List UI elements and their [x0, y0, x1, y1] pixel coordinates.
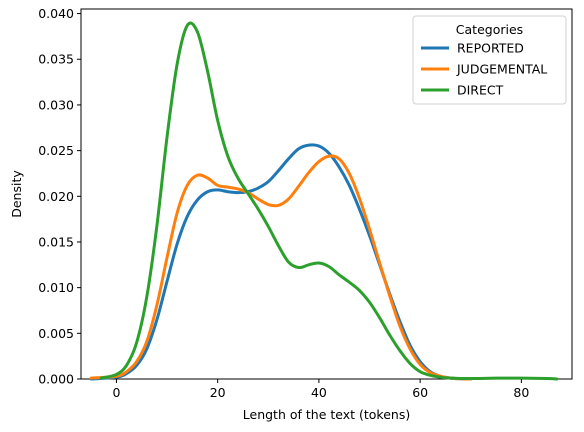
x-axis-label: Length of the text (tokens) [243, 407, 410, 422]
y-tick-label: 0.005 [38, 326, 74, 341]
series-layer [89, 21, 559, 381]
series-line-reported [89, 143, 473, 381]
y-tick-label: 0.000 [38, 372, 74, 387]
series-line-direct [99, 21, 559, 381]
x-tick-label: 20 [210, 385, 226, 400]
legend-title: Categories [456, 22, 523, 37]
y-tick-label: 0.040 [38, 6, 74, 21]
y-tick-label: 0.030 [38, 97, 74, 112]
y-tick-label: 0.010 [38, 280, 74, 295]
y-tick-label: 0.015 [38, 234, 74, 249]
x-axis: 0 20 40 60 80 [112, 379, 529, 400]
legend-label-reported: REPORTED [457, 41, 524, 56]
legend-entries: REPORTED JUDGEMENTAL DIRECT [421, 41, 547, 98]
series-line-judgemental [89, 154, 473, 381]
legend: Categories REPORTED JUDGEMENTAL DIRECT [412, 15, 567, 105]
plot-frame [80, 8, 573, 380]
legend-label-direct: DIRECT [457, 83, 504, 98]
legend-label-judgemental: JUDGEMENTAL [456, 62, 547, 77]
y-tick-label: 0.025 [38, 143, 74, 158]
plot-area [80, 8, 573, 380]
y-axis: 0.000 0.005 0.010 0.015 0.020 0.025 0.030 0.035… [38, 6, 81, 387]
legend-box [412, 15, 567, 105]
x-tick-label: 80 [513, 385, 529, 400]
x-tick-label: 0 [112, 385, 120, 400]
y-tick-label: 0.020 [38, 189, 74, 204]
y-tick-label: 0.035 [38, 52, 74, 67]
y-axis-label: Density [9, 170, 24, 218]
x-tick-label: 40 [311, 385, 327, 400]
x-tick-label: 60 [412, 385, 428, 400]
